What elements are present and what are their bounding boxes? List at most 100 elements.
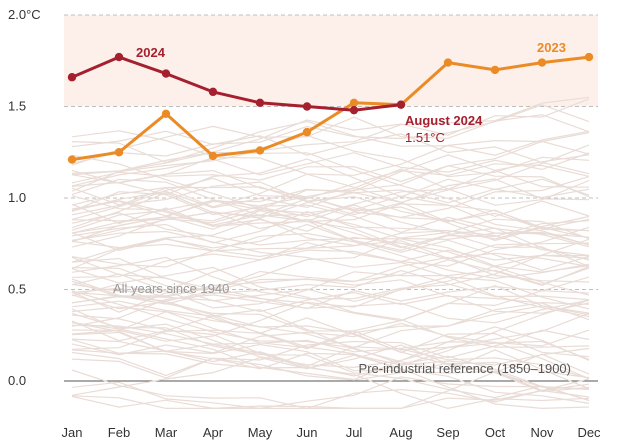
y-tick-label: 0.0 [8,373,26,388]
historical-year-line [71,154,590,211]
data-point-2023 [161,109,171,119]
historical-year-line [71,339,590,410]
data-point-2024 [208,87,218,97]
historical-year-line [71,152,590,187]
historical-year-line [71,211,590,261]
historical-year-line [71,238,590,300]
data-point-2023 [349,98,359,108]
data-point-2024 [114,52,124,62]
y-tick-label: 1.5 [8,99,26,114]
historical-year-line [71,236,590,296]
data-point-2024 [67,73,77,82]
x-tick-label: Jan [62,425,83,440]
historical-year-line [71,223,590,271]
historical-year-line [71,217,590,268]
historical-year-line [71,305,590,349]
historical-year-line [71,280,590,314]
data-point-2023 [302,127,312,137]
historical-year-line [71,158,590,212]
x-tick-label: Dec [577,425,601,440]
x-tick-label: Jul [346,425,363,440]
data-point-2024 [396,100,406,109]
historical-year-line [71,284,590,322]
historical-year-line [71,170,590,218]
historical-year-line [71,322,590,381]
x-tick-label: Jun [297,425,318,440]
y-tick-label: 2.0°C [8,7,41,22]
historical-year-line [71,308,590,369]
data-point-2024 [161,69,171,78]
x-tick-label: Feb [108,425,130,440]
reference-annotation: Pre-industrial reference (1850–1900) [359,361,571,376]
x-tick-label: Oct [485,425,506,440]
historical-year-line [71,132,590,184]
historical-year-line [71,178,590,216]
x-tick-label: May [248,425,273,440]
historical-year-line [71,309,590,390]
historical-year-line [71,204,590,268]
historical-year-line [71,300,590,393]
x-tick-label: Aug [389,425,412,440]
series-label-2023: 2023 [537,40,566,55]
historical-year-line [71,120,590,164]
historical-year-line [71,151,590,218]
historical-year-line [71,369,590,410]
callout-title: August 2024 [405,113,483,128]
historical-year-line [71,144,590,242]
historical-year-line [71,114,590,166]
historical-year-line [71,163,590,217]
data-point-2023 [443,58,453,67]
historical-year-line [71,130,590,175]
historical-year-line [71,192,590,246]
historical-year-line [71,267,590,309]
historical-year-line [71,130,590,178]
historical-year-line [71,287,590,351]
historical-year-line [71,104,590,164]
historical-year-line [71,209,590,251]
x-tick-label: Mar [155,425,178,440]
x-tick-label: Nov [530,425,554,440]
historical-year-line [71,278,590,321]
historical-year-line [71,257,590,291]
series-label-2024: 2024 [136,45,166,60]
data-point-2024 [302,102,312,111]
threshold-band [64,15,598,107]
historical-year-line [71,181,590,230]
all-years-annotation: All years since 1940 [113,281,229,296]
historical-year-line [71,290,590,401]
historical-year-line [71,98,590,176]
historical-year-line [71,249,590,278]
data-point-2023 [255,146,265,155]
y-tick-label: 1.0 [8,190,26,205]
historical-year-line [71,347,590,377]
data-point-2023 [208,151,218,161]
historical-year-line [71,212,590,267]
historical-year-line [71,314,590,379]
historical-year-line [71,376,590,409]
historical-year-line [71,322,590,392]
historical-year-line [71,343,590,380]
data-point-2023 [490,65,500,75]
historical-year-line [71,230,590,318]
data-point-2024 [255,98,265,108]
historical-year-line [71,226,590,292]
data-point-2023 [584,52,594,62]
data-point-2023 [537,58,547,67]
data-point-2023 [114,148,124,157]
series-line-2024 [71,55,402,112]
data-point-2023 [67,155,77,164]
historical-year-line [71,154,590,260]
historical-year-line [71,265,590,303]
callout-value: 1.51°C [405,130,445,145]
historical-year-line [71,276,590,313]
historical-year-line [71,354,590,410]
x-tick-label: Sep [436,425,459,440]
historical-year-line [71,256,590,301]
y-tick-label: 0.5 [8,282,26,297]
historical-year-line [71,215,590,270]
series-line-2023 [71,55,590,162]
x-tick-label: Apr [203,425,224,440]
data-point-2024 [349,105,359,115]
